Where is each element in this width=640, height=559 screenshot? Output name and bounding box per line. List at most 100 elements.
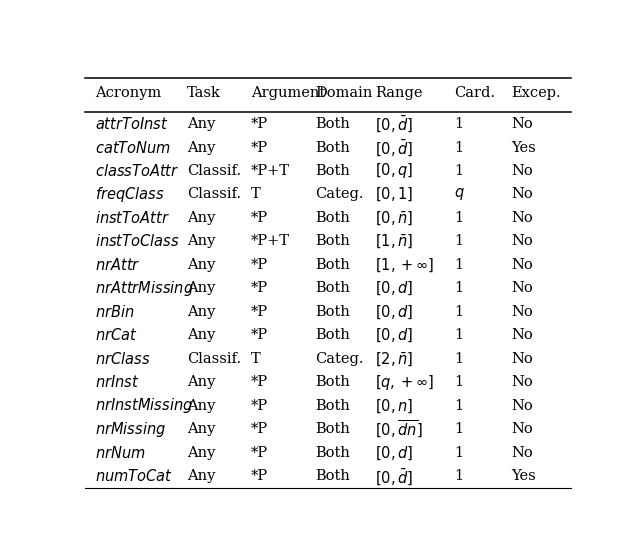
Text: $[0,q]$: $[0,q]$ <box>375 162 413 181</box>
Text: No: No <box>511 375 533 390</box>
Text: *P: *P <box>251 140 268 154</box>
Text: No: No <box>511 399 533 413</box>
Text: Yes: Yes <box>511 140 536 154</box>
Text: $[0,d]$: $[0,d]$ <box>375 303 413 321</box>
Text: Domain: Domain <box>316 86 373 100</box>
Text: No: No <box>511 305 533 319</box>
Text: Range: Range <box>375 86 422 100</box>
Text: 1: 1 <box>454 211 463 225</box>
Text: Any: Any <box>187 328 215 342</box>
Text: Classif.: Classif. <box>187 164 241 178</box>
Text: *P: *P <box>251 281 268 295</box>
Text: $\mathit{instToClass}$: $\mathit{instToClass}$ <box>95 234 180 249</box>
Text: $\mathit{nrInst}$: $\mathit{nrInst}$ <box>95 375 140 390</box>
Text: Any: Any <box>187 211 215 225</box>
Text: 1: 1 <box>454 423 463 437</box>
Text: No: No <box>511 423 533 437</box>
Text: 1: 1 <box>454 470 463 484</box>
Text: 1: 1 <box>454 399 463 413</box>
Text: $[0,\bar{n}]$: $[0,\bar{n}]$ <box>375 209 413 227</box>
Text: *P: *P <box>251 305 268 319</box>
Text: Both: Both <box>316 446 351 460</box>
Text: Any: Any <box>187 423 215 437</box>
Text: No: No <box>511 164 533 178</box>
Text: No: No <box>511 117 533 131</box>
Text: Acronym: Acronym <box>95 86 161 100</box>
Text: *P: *P <box>251 423 268 437</box>
Text: $\mathit{nrNum}$: $\mathit{nrNum}$ <box>95 445 146 461</box>
Text: No: No <box>511 234 533 248</box>
Text: $\mathit{instToAttr}$: $\mathit{instToAttr}$ <box>95 210 170 226</box>
Text: Both: Both <box>316 423 351 437</box>
Text: $[0,\overline{dn}]$: $[0,\overline{dn}]$ <box>375 419 422 440</box>
Text: Card.: Card. <box>454 86 495 100</box>
Text: No: No <box>511 328 533 342</box>
Text: $[q,+\infty]$: $[q,+\infty]$ <box>375 373 435 392</box>
Text: Any: Any <box>187 470 215 484</box>
Text: $[0,d]$: $[0,d]$ <box>375 326 413 344</box>
Text: Both: Both <box>316 470 351 484</box>
Text: *P: *P <box>251 470 268 484</box>
Text: Both: Both <box>316 140 351 154</box>
Text: $[1,\bar{n}]$: $[1,\bar{n}]$ <box>375 233 413 250</box>
Text: No: No <box>511 211 533 225</box>
Text: Both: Both <box>316 305 351 319</box>
Text: Both: Both <box>316 399 351 413</box>
Text: T: T <box>251 187 261 201</box>
Text: $\mathit{numToCat}$: $\mathit{numToCat}$ <box>95 468 173 484</box>
Text: 1: 1 <box>454 258 463 272</box>
Text: $[0,\bar{d}]$: $[0,\bar{d}]$ <box>375 114 413 134</box>
Text: $[1,+\infty]$: $[1,+\infty]$ <box>375 256 435 274</box>
Text: Argument: Argument <box>251 86 325 100</box>
Text: 1: 1 <box>454 164 463 178</box>
Text: $[2,\bar{n}]$: $[2,\bar{n}]$ <box>375 350 413 368</box>
Text: $\mathit{nrInstMissing}$: $\mathit{nrInstMissing}$ <box>95 396 193 415</box>
Text: 1: 1 <box>454 305 463 319</box>
Text: $\mathit{classToAttr}$: $\mathit{classToAttr}$ <box>95 163 179 179</box>
Text: Any: Any <box>187 117 215 131</box>
Text: Both: Both <box>316 328 351 342</box>
Text: Both: Both <box>316 211 351 225</box>
Text: 1: 1 <box>454 375 463 390</box>
Text: $[0,\bar{d}]$: $[0,\bar{d}]$ <box>375 138 413 158</box>
Text: Yes: Yes <box>511 470 536 484</box>
Text: *P+T: *P+T <box>251 234 290 248</box>
Text: No: No <box>511 187 533 201</box>
Text: Any: Any <box>187 258 215 272</box>
Text: Both: Both <box>316 164 351 178</box>
Text: Any: Any <box>187 399 215 413</box>
Text: Any: Any <box>187 281 215 295</box>
Text: Excep.: Excep. <box>511 86 561 100</box>
Text: Categ.: Categ. <box>316 352 364 366</box>
Text: Any: Any <box>187 375 215 390</box>
Text: T: T <box>251 352 261 366</box>
Text: 1: 1 <box>454 352 463 366</box>
Text: Both: Both <box>316 281 351 295</box>
Text: $\mathit{nrClass}$: $\mathit{nrClass}$ <box>95 351 150 367</box>
Text: *P: *P <box>251 399 268 413</box>
Text: No: No <box>511 258 533 272</box>
Text: *P+T: *P+T <box>251 164 290 178</box>
Text: Any: Any <box>187 140 215 154</box>
Text: Any: Any <box>187 305 215 319</box>
Text: *P: *P <box>251 211 268 225</box>
Text: $\mathit{nrBin}$: $\mathit{nrBin}$ <box>95 304 134 320</box>
Text: $\mathit{nrAttr}$: $\mathit{nrAttr}$ <box>95 257 140 273</box>
Text: $[0,1]$: $[0,1]$ <box>375 186 413 203</box>
Text: No: No <box>511 446 533 460</box>
Text: $[0,d]$: $[0,d]$ <box>375 280 413 297</box>
Text: $\mathit{catToNum}$: $\mathit{catToNum}$ <box>95 140 171 155</box>
Text: 1: 1 <box>454 446 463 460</box>
Text: Any: Any <box>187 446 215 460</box>
Text: *P: *P <box>251 117 268 131</box>
Text: Both: Both <box>316 375 351 390</box>
Text: 1: 1 <box>454 328 463 342</box>
Text: 1: 1 <box>454 234 463 248</box>
Text: $\mathit{nrMissing}$: $\mathit{nrMissing}$ <box>95 420 166 439</box>
Text: Any: Any <box>187 234 215 248</box>
Text: Classif.: Classif. <box>187 352 241 366</box>
Text: Both: Both <box>316 117 351 131</box>
Text: *P: *P <box>251 328 268 342</box>
Text: $\mathit{nrCat}$: $\mathit{nrCat}$ <box>95 328 138 343</box>
Text: 1: 1 <box>454 117 463 131</box>
